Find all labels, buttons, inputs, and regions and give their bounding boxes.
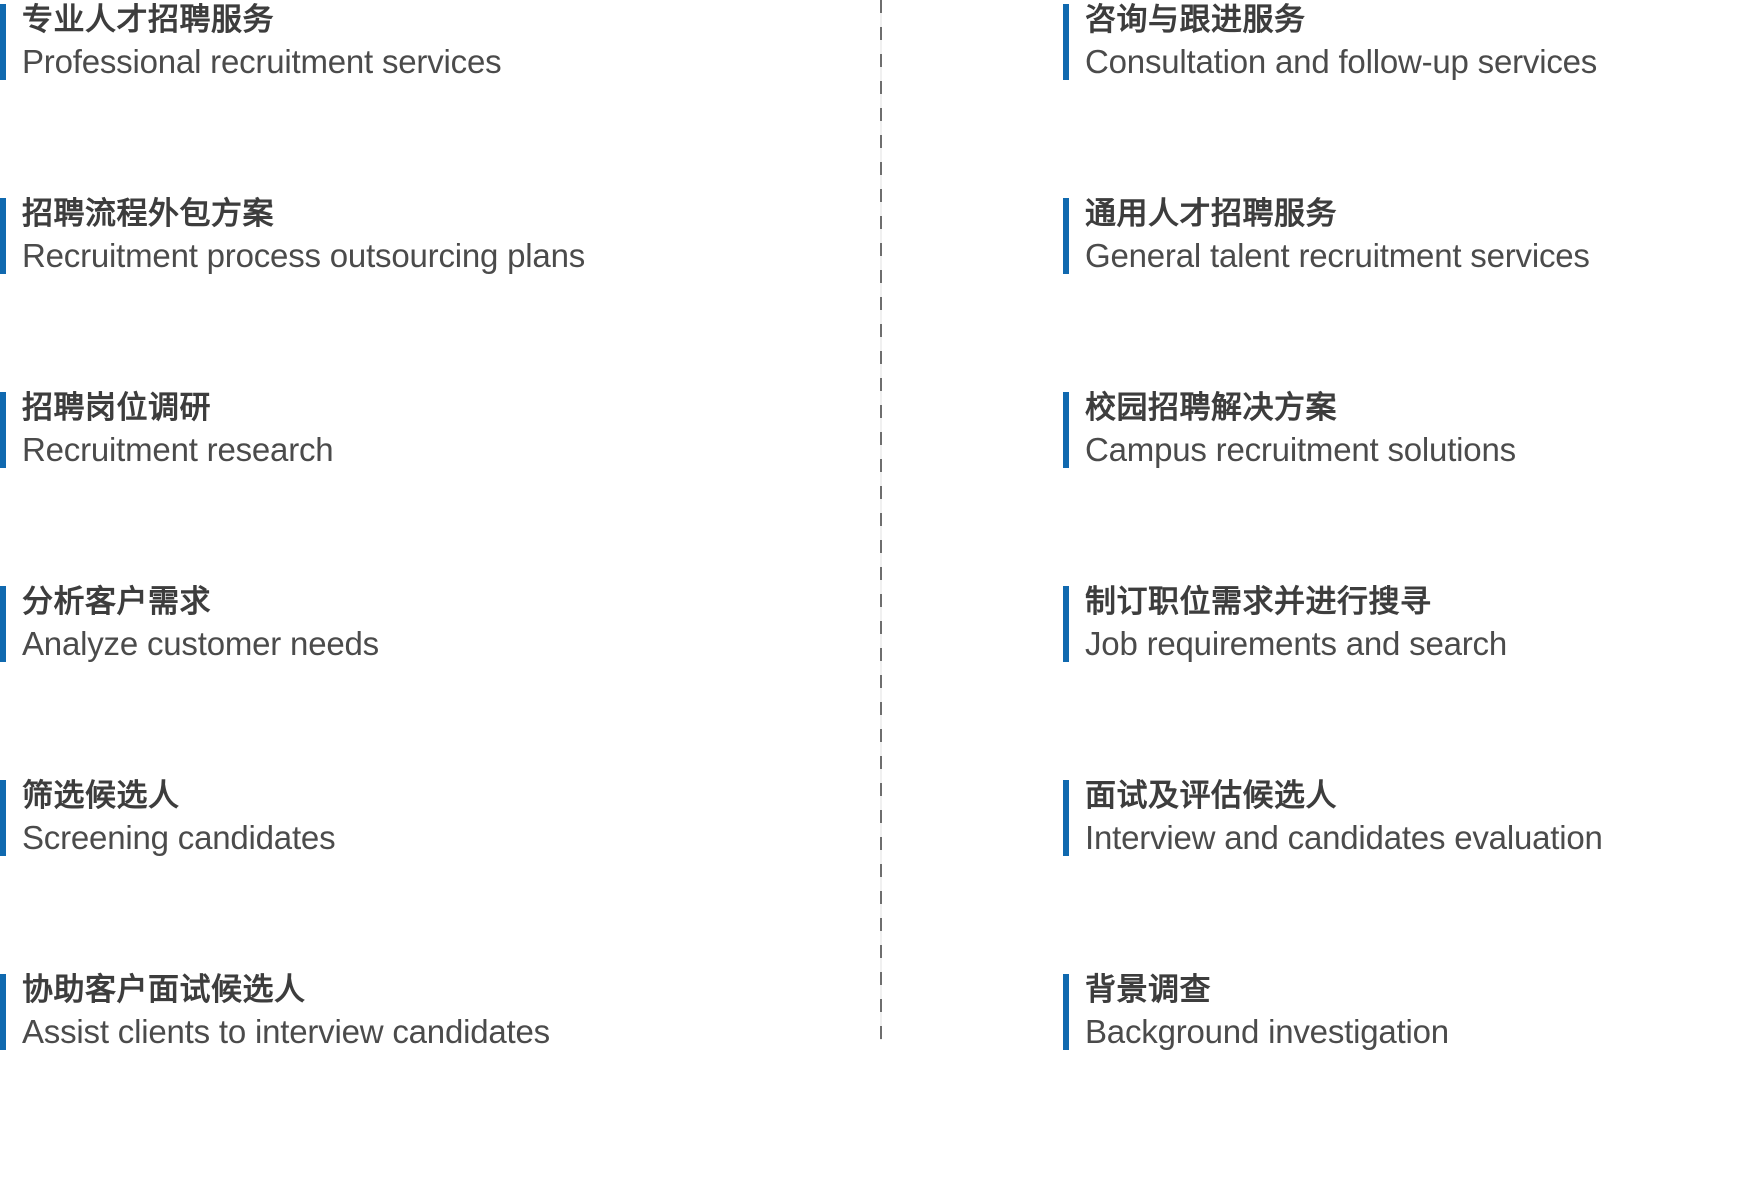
service-item-left-1[interactable]: 专业人才招聘服务 Professional recruitment servic…	[0, 0, 860, 84]
service-title-en: Recruitment process outsourcing plans	[22, 237, 586, 274]
accent-bar-icon	[0, 392, 6, 468]
service-title-zh: 专业人才招聘服务	[22, 2, 274, 38]
accent-bar-icon	[0, 198, 6, 274]
service-title-en: Assist clients to interview candidates	[22, 1013, 550, 1050]
accent-bar-icon	[0, 586, 6, 662]
service-title-zh: 协助客户面试候选人	[22, 972, 306, 1008]
service-title-en: Background investigation	[1085, 1013, 1449, 1050]
service-title-zh: 筛选候选人	[22, 778, 180, 814]
column-divider	[880, 0, 882, 1040]
accent-bar-icon	[0, 974, 6, 1050]
service-title-zh: 校园招聘解决方案	[1085, 390, 1337, 426]
service-item-left-2[interactable]: 招聘流程外包方案 Recruitment process outsourcing…	[0, 194, 860, 278]
accent-bar-icon	[1063, 586, 1069, 662]
service-title-zh: 招聘流程外包方案	[22, 196, 274, 232]
service-title-en: Analyze customer needs	[22, 625, 379, 662]
service-title-zh: 背景调查	[1085, 972, 1211, 1008]
service-title-en: Recruitment research	[22, 431, 334, 468]
service-item-right-1[interactable]: 咨询与跟进服务 Consultation and follow-up servi…	[1063, 0, 1744, 84]
service-title-en: Consultation and follow-up services	[1085, 43, 1598, 80]
service-item-left-6[interactable]: 协助客户面试候选人 Assist clients to interview ca…	[0, 970, 860, 1054]
service-title-zh: 制订职位需求并进行搜寻	[1085, 584, 1432, 620]
service-title-en: Professional recruitment services	[22, 43, 502, 80]
accent-bar-icon	[1063, 4, 1069, 80]
service-item-left-5[interactable]: 筛选候选人 Screening candidates	[0, 776, 860, 860]
accent-bar-icon	[1063, 198, 1069, 274]
service-title-en: Campus recruitment solutions	[1085, 431, 1516, 468]
service-item-left-4[interactable]: 分析客户需求 Analyze customer needs	[0, 582, 860, 666]
service-title-zh: 面试及评估候选人	[1085, 778, 1337, 814]
accent-bar-icon	[1063, 392, 1069, 468]
service-item-left-3[interactable]: 招聘岗位调研 Recruitment research	[0, 388, 860, 472]
accent-bar-icon	[0, 780, 6, 856]
service-title-zh: 通用人才招聘服务	[1085, 196, 1337, 232]
service-item-right-3[interactable]: 校园招聘解决方案 Campus recruitment solutions	[1063, 388, 1744, 472]
service-item-right-6[interactable]: 背景调查 Background investigation	[1063, 970, 1744, 1054]
accent-bar-icon	[0, 4, 6, 80]
service-item-right-5[interactable]: 面试及评估候选人 Interview and candidates evalua…	[1063, 776, 1744, 860]
service-title-zh: 咨询与跟进服务	[1085, 2, 1306, 38]
service-item-right-2[interactable]: 通用人才招聘服务 General talent recruitment serv…	[1063, 194, 1744, 278]
service-title-en: Job requirements and search	[1085, 625, 1508, 662]
service-item-right-4[interactable]: 制订职位需求并进行搜寻 Job requirements and search	[1063, 582, 1744, 666]
service-title-zh: 招聘岗位调研	[22, 390, 211, 426]
accent-bar-icon	[1063, 780, 1069, 856]
accent-bar-icon	[1063, 974, 1069, 1050]
service-title-en: Screening candidates	[22, 819, 336, 856]
service-title-zh: 分析客户需求	[22, 584, 211, 620]
service-title-en: General talent recruitment services	[1085, 237, 1590, 274]
service-title-en: Interview and candidates evaluation	[1085, 819, 1603, 856]
